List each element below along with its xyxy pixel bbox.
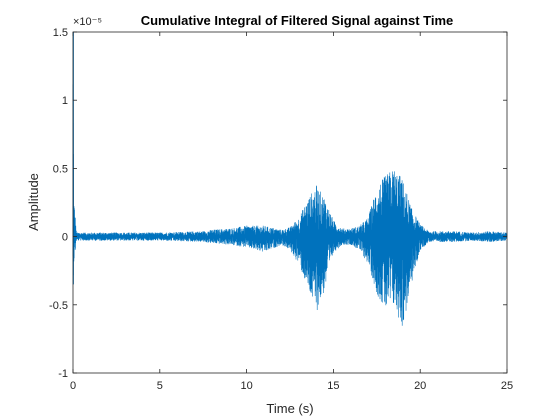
x-tick-label: 0 xyxy=(70,380,76,392)
y-tick-label: 0 xyxy=(62,232,68,244)
x-tick-label: 10 xyxy=(240,380,252,392)
plot-area xyxy=(73,32,507,373)
y-axis-label: Amplitude xyxy=(26,173,41,231)
x-tick-label: 15 xyxy=(327,380,339,392)
y-tick-label: -0.5 xyxy=(49,300,68,312)
x-axis-ticks: 0 5 10 15 20 25 xyxy=(70,32,513,392)
y-tick-label: 0.5 xyxy=(53,163,68,175)
y-tick-label: 1.5 xyxy=(53,27,68,39)
y-axis-exponent: ×10⁻⁵ xyxy=(73,16,102,28)
y-tick-label: 1 xyxy=(62,95,68,107)
axes-box xyxy=(72,31,508,374)
signal-line xyxy=(72,84,508,326)
y-tick-label: -1 xyxy=(58,368,68,380)
x-tick-label: 5 xyxy=(157,380,163,392)
x-tick-label: 20 xyxy=(414,380,426,392)
chart-title: Cumulative Integral of Filtered Signal a… xyxy=(141,13,454,28)
x-tick-label: 25 xyxy=(501,380,513,392)
x-axis-label: Time (s) xyxy=(266,401,313,416)
y-axis-ticks: -1 -0.5 0 0.5 1 1.5 xyxy=(49,27,507,380)
